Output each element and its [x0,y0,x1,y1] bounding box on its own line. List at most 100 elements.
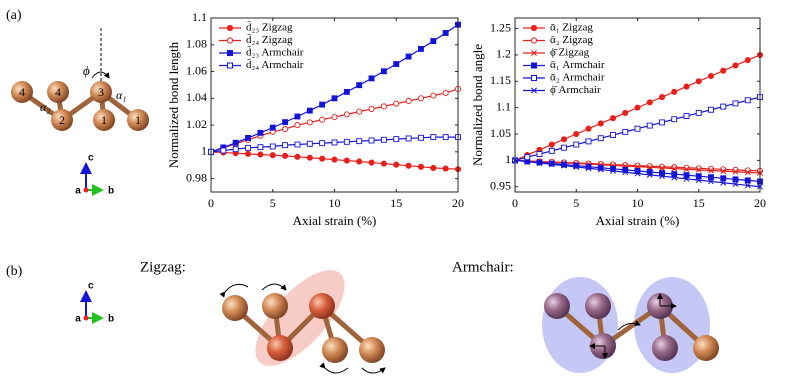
marker [269,143,276,150]
x-tick-label: 15 [390,196,402,210]
marker [659,173,665,180]
y-tick-label: 1 [201,144,207,158]
y-tick-label: 1.25 [490,20,511,34]
legend-label: ᾱ₁ Armchair [550,59,605,71]
marker [732,181,739,188]
marker [380,103,387,110]
marker [585,138,592,145]
x-tick-label: 20 [754,196,766,210]
marker [659,165,665,171]
marker [380,160,387,167]
marker [671,116,678,123]
marker [220,147,227,154]
marker [331,156,338,163]
atom-label: 4 [19,85,25,99]
y-tick-label: 1.05 [490,126,511,140]
y-axis-label: Normalized bond angle [470,44,485,166]
marker [610,132,616,139]
marker [634,170,641,177]
legend-marker [531,87,537,94]
marker [442,89,449,97]
marker [343,157,350,164]
marker [331,139,338,146]
axis-label: c [88,153,94,164]
marker [671,174,678,181]
atom-label: 1 [135,113,141,127]
marker [720,168,727,175]
marker [294,113,301,120]
marker [646,99,653,106]
mode-label: Armchair: [452,259,514,275]
y-tick-label: 1.15 [490,73,511,87]
marker [418,45,424,52]
marker [708,167,714,174]
marker [536,160,543,166]
marker [331,113,338,121]
plot-area [211,18,458,192]
marker [548,141,555,148]
marker [573,162,580,169]
marker [294,122,301,129]
legend-label: ϕ̄ Zigzag [550,47,590,59]
marker [573,141,580,148]
marker [306,154,313,161]
marker [294,153,301,160]
atom-label: 2 [59,113,65,127]
legend-marker [226,37,234,44]
x-tick-label: 15 [693,196,705,210]
marker [609,115,617,122]
marker [646,122,653,129]
marker [695,78,702,85]
marker [430,134,437,141]
marker [732,176,739,183]
marker [659,119,665,126]
axis-label: b [108,186,114,197]
marker [585,165,592,172]
marker [707,72,715,80]
marker [418,134,424,141]
x-axis-label: Axial strain (%) [596,213,680,228]
legend-label: ϕ̄ Armchair [550,84,601,96]
marker [683,113,690,120]
marker [732,168,739,175]
axis-label: c [88,281,94,292]
marker [732,62,739,69]
legend-marker [531,75,537,81]
chart: 0 5 10 15 20 0.98 1 1.02 1.04 1.06 1.08 1.1 Axial st… [166,10,464,228]
x-tick-label: 5 [573,196,579,210]
marker [597,166,604,173]
marker [405,162,412,169]
marker [368,75,375,82]
legend-label: d̄₂₄ Armchair [246,59,304,71]
mode-label: Zigzag: [140,259,186,275]
y-tick-label: 1.06 [186,63,207,77]
marker [585,163,592,170]
marker [744,182,751,189]
y-tick-label: 1 [505,152,511,166]
marker [245,134,252,141]
marker [585,125,592,132]
marker [744,57,751,64]
structure-diagram: 4 4 2 3 1 1 ϕ α₂ α₁ [11,28,149,131]
marker [356,108,363,115]
legend-marker [531,62,537,69]
legend-label: ᾱ₂ Armchair [550,72,605,84]
marker [430,92,437,99]
atom-label: 4 [55,85,61,99]
marker [442,134,449,141]
marker [257,151,264,158]
marker [622,128,629,135]
marker [524,154,531,161]
marker [232,139,239,146]
marker [368,105,375,113]
axes-frame [210,17,459,193]
marker [417,163,425,170]
atom-label: 1 [101,113,107,127]
y-tick-label: 1.02 [186,117,207,131]
marker [343,111,350,118]
marker [560,136,568,143]
marker [306,119,313,126]
y-tick-label: 1.2 [496,47,511,61]
marker [573,164,580,170]
